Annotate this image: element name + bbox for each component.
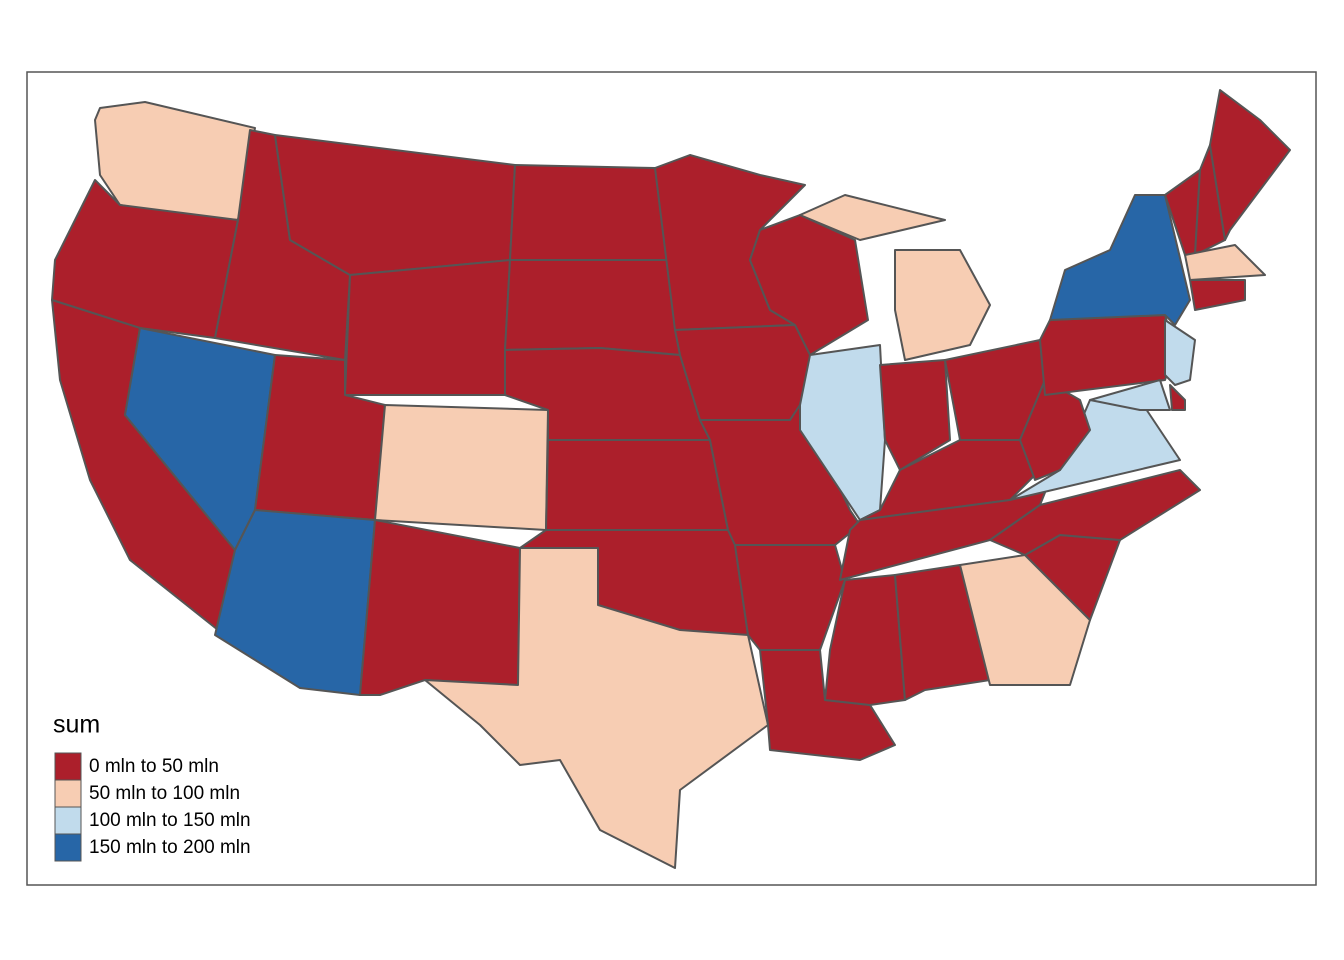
state bbox=[674, 324, 816, 421]
state bbox=[734, 544, 846, 651]
state bbox=[1049, 194, 1191, 326]
legend-swatch bbox=[54, 833, 82, 862]
states bbox=[51, 89, 1291, 869]
state bbox=[359, 519, 521, 696]
state bbox=[894, 564, 991, 701]
state bbox=[51, 179, 239, 339]
map-frame bbox=[26, 71, 1317, 886]
state bbox=[1089, 379, 1171, 411]
state bbox=[1164, 319, 1196, 386]
legend-label: 150 mln to 200 mln bbox=[89, 837, 251, 858]
legend-title: sum bbox=[53, 711, 100, 739]
state bbox=[1169, 384, 1186, 411]
legend-label: 100 mln to 150 mln bbox=[89, 810, 251, 831]
state bbox=[509, 164, 676, 261]
legend-swatch bbox=[54, 779, 82, 808]
state bbox=[374, 404, 549, 531]
state bbox=[1184, 244, 1266, 281]
legend: sum 0 mln to 50 mln 50 mln to 100 mln 100 … bbox=[53, 711, 251, 862]
state bbox=[879, 359, 951, 471]
state bbox=[545, 439, 729, 531]
state bbox=[894, 249, 991, 361]
state bbox=[1189, 279, 1246, 311]
state bbox=[504, 259, 681, 356]
legend-swatch bbox=[54, 752, 82, 781]
state bbox=[344, 259, 511, 396]
state bbox=[424, 547, 769, 869]
state bbox=[1209, 89, 1291, 241]
state bbox=[94, 101, 256, 221]
legend-label: 0 mln to 50 mln bbox=[89, 756, 219, 777]
state bbox=[699, 404, 861, 546]
state bbox=[759, 649, 896, 761]
legend-swatch bbox=[54, 806, 82, 835]
state bbox=[799, 194, 946, 241]
state bbox=[989, 469, 1201, 556]
legend-label: 50 mln to 100 mln bbox=[89, 783, 240, 804]
